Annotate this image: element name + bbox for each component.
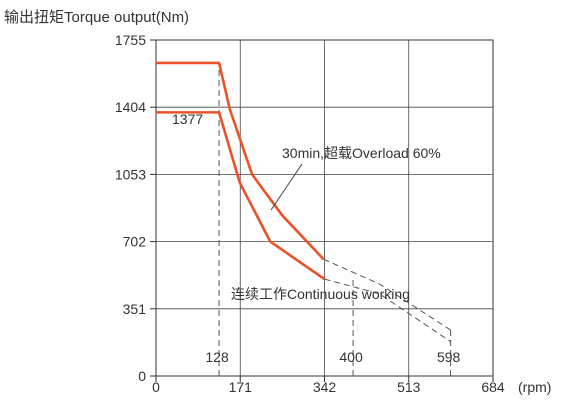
- x-tick-label: 0: [152, 379, 160, 395]
- marker-lines: 128 400 598: [205, 62, 461, 376]
- y-tick-label: 351: [123, 301, 147, 317]
- chart-title: 输出扭矩Torque output(Nm): [4, 9, 189, 26]
- x-tick-label: 684: [481, 379, 505, 395]
- y-tick-label: 1404: [115, 99, 146, 115]
- annotations: 1377 30min,超载Overload 60% 连续工作Continuous w…: [172, 111, 441, 302]
- overload-leader-line: [270, 163, 303, 211]
- continuous-label: 连续工作Continuous working: [231, 286, 410, 302]
- overload-label: 30min,超载Overload 60%: [282, 145, 441, 161]
- x-axis-unit: (rpm): [518, 379, 551, 395]
- y-tick-label: 1755: [115, 32, 146, 48]
- axes: [150, 39, 494, 382]
- x-tick-label: 342: [313, 379, 337, 395]
- extension-line-1: [324, 278, 451, 342]
- extension-lines: [323, 258, 451, 342]
- marker-label-400: 400: [339, 349, 363, 365]
- extension-line-0: [323, 258, 451, 331]
- marker-label-598: 598: [437, 349, 461, 365]
- continuous-line: [156, 111, 326, 281]
- series-lines: [156, 61, 326, 281]
- y-tick-label: 702: [123, 234, 147, 250]
- grid: [156, 40, 493, 376]
- tick-labels: 0 351 702 1053 1404 1755 0 171 342 513 684: [115, 32, 505, 395]
- y-tick-label: 1053: [115, 166, 146, 182]
- x-tick-label: 171: [229, 379, 253, 395]
- value-label-1377: 1377: [172, 111, 203, 127]
- x-tick-label: 513: [397, 379, 421, 395]
- marker-label-128: 128: [205, 349, 229, 365]
- y-tick-label: 0: [138, 368, 146, 384]
- overload-line: [156, 61, 325, 261]
